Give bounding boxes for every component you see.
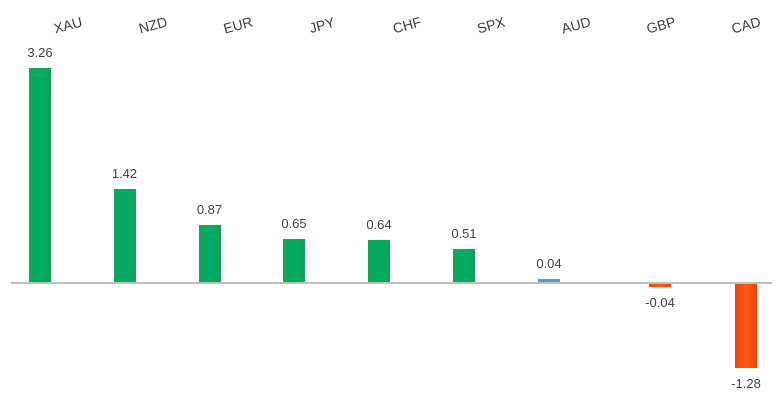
value-label-spx: 0.51 xyxy=(451,225,477,241)
category-label-xau: XAU xyxy=(52,13,84,37)
value-label-aud: 0.04 xyxy=(536,256,562,272)
value-label-nzd: 1.42 xyxy=(111,165,138,181)
bar-nzd[interactable] xyxy=(113,188,136,282)
bar-jpy[interactable] xyxy=(283,239,305,282)
bar-xau[interactable] xyxy=(29,68,51,282)
category-label-eur: EUR xyxy=(221,13,255,37)
category-label-spx: SPX xyxy=(475,13,507,37)
category-label-nzd: NZD xyxy=(137,13,169,37)
bar-gbp[interactable] xyxy=(649,284,671,287)
category-label-jpy: JPY xyxy=(307,13,337,37)
bar-eur[interactable] xyxy=(198,225,221,282)
value-label-chf: 0.64 xyxy=(366,217,392,233)
x-axis-line xyxy=(11,282,772,284)
bar-aud[interactable] xyxy=(538,279,560,282)
category-label-chf: CHF xyxy=(391,13,423,37)
bar-cad[interactable] xyxy=(735,284,757,368)
category-label-cad: CAD xyxy=(729,13,763,37)
bar-spx[interactable] xyxy=(453,248,475,282)
value-label-eur: 0.87 xyxy=(196,202,223,217)
value-label-cad: -1.28 xyxy=(731,375,761,391)
bar-chf[interactable] xyxy=(368,240,390,282)
category-label-gbp: GBP xyxy=(644,13,678,37)
category-label-aud: AUD xyxy=(559,13,593,37)
value-label-xau: 3.26 xyxy=(27,45,53,61)
value-label-gbp: -0.04 xyxy=(645,294,675,310)
value-label-jpy: 0.65 xyxy=(281,216,307,232)
